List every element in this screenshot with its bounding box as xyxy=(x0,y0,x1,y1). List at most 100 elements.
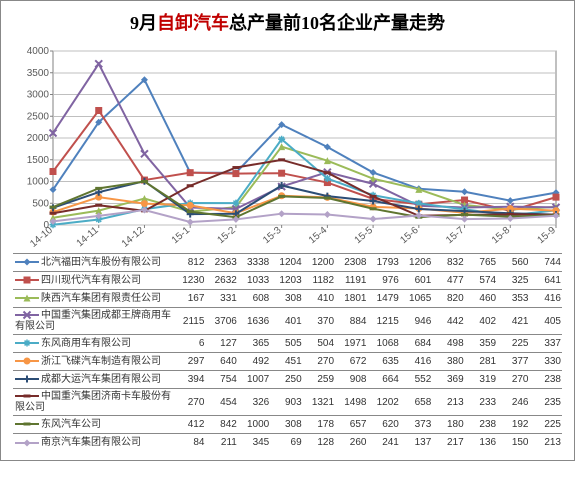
series-name-cell: 中国重汽集团成都王牌商用车有限公司 xyxy=(13,308,173,335)
value-cell: 3706 xyxy=(205,308,237,335)
table-row: 东风汽车公司4128421000308178657620373180238192… xyxy=(13,416,562,434)
value-cell: 297 xyxy=(173,353,205,371)
value-cell: 641 xyxy=(530,272,563,290)
value-cell: 331 xyxy=(205,290,237,308)
value-cell: 150 xyxy=(497,434,529,452)
value-cell: 421 xyxy=(497,308,529,335)
value-cell: 128 xyxy=(303,434,335,452)
value-cell: 260 xyxy=(335,434,367,452)
svg-text:15-8: 15-8 xyxy=(490,225,513,247)
value-cell: 460 xyxy=(465,290,497,308)
series-name: 东风汽车公司 xyxy=(41,419,101,430)
value-cell: 560 xyxy=(497,254,529,272)
svg-text:15-2: 15-2 xyxy=(215,225,238,247)
value-cell: 225 xyxy=(530,416,563,434)
value-cell: 640 xyxy=(205,353,237,371)
value-cell: 259 xyxy=(303,371,335,389)
value-cell: 370 xyxy=(303,308,335,335)
svg-text:500: 500 xyxy=(32,198,49,209)
value-cell: 359 xyxy=(465,335,497,353)
value-cell: 1203 xyxy=(270,272,302,290)
line-chart: 0500100015002000250030003500400014-1014-… xyxy=(13,43,564,253)
value-cell: 477 xyxy=(432,272,464,290)
value-cell: 754 xyxy=(205,371,237,389)
value-cell: 373 xyxy=(400,416,432,434)
value-cell: 552 xyxy=(400,371,432,389)
value-cell: 270 xyxy=(497,371,529,389)
table-row: 中国重汽集团成都王牌商用车有限公司21153706163640137088412… xyxy=(13,308,562,335)
value-cell: 1801 xyxy=(335,290,367,308)
value-cell: 442 xyxy=(432,308,464,335)
value-cell: 137 xyxy=(400,434,432,452)
value-cell: 3338 xyxy=(238,254,270,272)
svg-text:15-4: 15-4 xyxy=(307,225,330,247)
value-cell: 238 xyxy=(465,416,497,434)
value-cell: 326 xyxy=(238,389,270,416)
series-name-cell: 南京汽车集团有限公司 xyxy=(13,434,173,452)
value-cell: 319 xyxy=(465,371,497,389)
value-cell: 345 xyxy=(238,434,270,452)
value-cell: 1636 xyxy=(238,308,270,335)
title-suffix: 总产量前10名企业产量走势 xyxy=(229,13,445,33)
value-cell: 620 xyxy=(367,416,399,434)
chart-title: 9月自卸汽车总产量前10名企业产量走势 xyxy=(1,1,574,39)
value-cell: 325 xyxy=(497,272,529,290)
value-cell: 213 xyxy=(530,434,563,452)
value-cell: 6 xyxy=(173,335,205,353)
svg-text:2500: 2500 xyxy=(27,111,50,122)
value-cell: 635 xyxy=(367,353,399,371)
value-cell: 608 xyxy=(238,290,270,308)
chart-area: 0500100015002000250030003500400014-1014-… xyxy=(1,39,574,253)
value-cell: 1202 xyxy=(367,389,399,416)
value-cell: 167 xyxy=(173,290,205,308)
value-cell: 684 xyxy=(400,335,432,353)
value-cell: 1204 xyxy=(270,254,302,272)
value-cell: 2632 xyxy=(205,272,237,290)
value-cell: 308 xyxy=(270,290,302,308)
value-cell: 1498 xyxy=(335,389,367,416)
table-row: 南京汽车集团有限公司842113456912826024113721713615… xyxy=(13,434,562,452)
value-cell: 492 xyxy=(238,353,270,371)
value-cell: 672 xyxy=(335,353,367,371)
series-name: 东风商用车有限公司 xyxy=(41,338,131,349)
value-cell: 241 xyxy=(367,434,399,452)
value-cell: 505 xyxy=(270,335,302,353)
table-row: 四川现代汽车有限公司123026321033120311821191976601… xyxy=(13,272,562,290)
value-cell: 2308 xyxy=(335,254,367,272)
value-cell: 401 xyxy=(270,308,302,335)
value-cell: 178 xyxy=(303,416,335,434)
value-cell: 812 xyxy=(173,254,205,272)
value-cell: 1479 xyxy=(367,290,399,308)
series-name: 南京汽车集团有限公司 xyxy=(41,437,141,448)
table-row: 陕西汽车集团有限责任公司1673316083084101801147910658… xyxy=(13,290,562,308)
svg-text:15-9: 15-9 xyxy=(536,225,559,247)
value-cell: 976 xyxy=(367,272,399,290)
value-cell: 884 xyxy=(335,308,367,335)
value-cell: 213 xyxy=(432,389,464,416)
value-cell: 238 xyxy=(530,371,563,389)
value-cell: 1230 xyxy=(173,272,205,290)
svg-text:15-6: 15-6 xyxy=(398,225,421,247)
value-cell: 180 xyxy=(432,416,464,434)
value-cell: 664 xyxy=(367,371,399,389)
value-cell: 1971 xyxy=(335,335,367,353)
svg-text:4000: 4000 xyxy=(27,46,50,57)
chart-panel: 9月自卸汽车总产量前10名企业产量走势 05001000150020002500… xyxy=(0,0,575,461)
svg-text:3000: 3000 xyxy=(27,90,50,101)
value-cell: 832 xyxy=(432,254,464,272)
value-cell: 1068 xyxy=(367,335,399,353)
series-name-cell: 浙江飞碟汽车制造有限公司 xyxy=(13,353,173,371)
value-cell: 1007 xyxy=(238,371,270,389)
series-name: 陕西汽车集团有限责任公司 xyxy=(41,293,161,304)
value-cell: 2363 xyxy=(205,254,237,272)
value-cell: 405 xyxy=(530,308,563,335)
value-cell: 369 xyxy=(432,371,464,389)
value-cell: 1215 xyxy=(367,308,399,335)
value-cell: 1206 xyxy=(400,254,432,272)
table-row: 浙江飞碟汽车制造有限公司2976404924512706726354163802… xyxy=(13,353,562,371)
value-cell: 416 xyxy=(530,290,563,308)
value-cell: 233 xyxy=(465,389,497,416)
svg-text:2000: 2000 xyxy=(27,133,50,144)
value-cell: 574 xyxy=(465,272,497,290)
table-row: 北汽福田汽车股份有限公司8122363333812041200230817931… xyxy=(13,254,562,272)
